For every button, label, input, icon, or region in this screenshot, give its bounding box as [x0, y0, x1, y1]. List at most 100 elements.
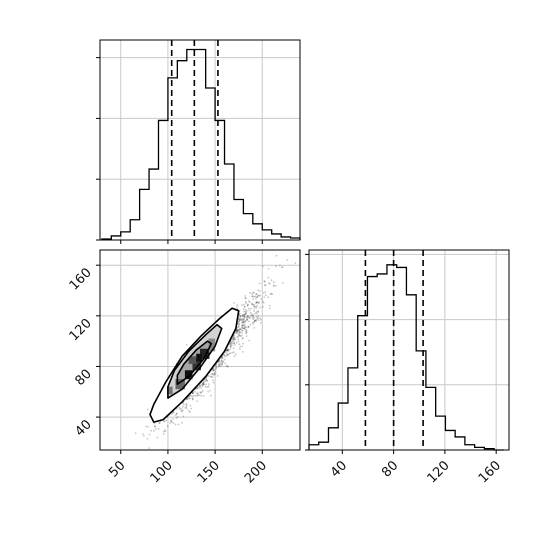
scatter-point: [240, 329, 243, 331]
scatter-point: [214, 373, 217, 375]
scatter-point: [238, 334, 241, 337]
scatter-point: [210, 376, 213, 378]
scatter-point: [260, 298, 263, 301]
scatter-point: [246, 305, 249, 307]
scatter-point: [257, 315, 260, 317]
scatter-point: [242, 325, 244, 327]
scatter-point: [244, 313, 246, 316]
scatter-point: [242, 320, 245, 322]
scatter-point: [225, 354, 228, 357]
scatter-point: [248, 316, 251, 319]
scatter-point: [252, 298, 255, 300]
scatter-point: [247, 307, 250, 310]
scatter-point: [244, 320, 247, 322]
scatter-point: [248, 320, 250, 323]
scatter-point: [191, 397, 194, 400]
scatter-point: [212, 374, 215, 376]
scatter-point: [217, 365, 220, 368]
density-contour-1: [149, 307, 240, 423]
scatter-point: [252, 305, 255, 308]
scatter-point: [243, 315, 246, 318]
scatter-point: [207, 385, 210, 388]
scatter-point: [202, 384, 205, 386]
scatter-point: [229, 342, 232, 345]
scatter-point: [185, 407, 188, 410]
scatter-point: [226, 352, 229, 355]
scatter-point: [215, 365, 218, 367]
scatter-point: [248, 317, 251, 320]
scatter-point: [237, 326, 240, 328]
scatter-point: [245, 328, 248, 331]
scatter-point: [192, 398, 194, 401]
scatter-point: [257, 301, 259, 304]
scatter-point: [257, 319, 260, 321]
scatter-point: [229, 343, 232, 345]
scatter-point: [204, 385, 207, 388]
scatter-point: [145, 425, 148, 428]
scatter-point: [255, 301, 257, 304]
scatter-point: [272, 281, 275, 284]
scatter-point: [142, 435, 145, 437]
scatter-point: [248, 325, 250, 328]
scatter-point: [242, 320, 245, 322]
scatter-point: [246, 304, 249, 306]
scatter-point: [255, 293, 258, 296]
scatter-point: [236, 326, 239, 329]
scatter-point: [241, 327, 244, 329]
scatter-point: [181, 406, 184, 408]
scatter-point: [196, 386, 199, 389]
scatter-point: [196, 392, 198, 395]
joint-distribution-panel: 50 100 150 200 40 80 120 160: [67, 249, 301, 486]
scatter-point: [215, 367, 218, 369]
scatter-point: [224, 355, 227, 358]
scatter-point: [269, 307, 271, 310]
scatter-point: [246, 310, 248, 312]
scatter-point: [180, 409, 183, 412]
scatter-point: [242, 324, 245, 327]
scatter-point: [181, 421, 183, 424]
scatter-point: [250, 313, 253, 316]
scatter-point: [162, 430, 165, 433]
scatter-point: [201, 383, 204, 385]
scatter-point: [226, 364, 229, 367]
scatter-point: [264, 291, 267, 293]
param-y-tick-label: 80: [379, 458, 401, 480]
scatter-point: [236, 304, 239, 307]
scatter-point: [244, 306, 246, 308]
scatter-point: [239, 335, 242, 338]
scatter-point: [231, 351, 234, 354]
scatter-point: [164, 430, 167, 433]
scatter-point: [263, 280, 266, 283]
scatter-point: [204, 378, 207, 380]
scatter-point: [237, 340, 240, 343]
scatter-point: [202, 381, 205, 383]
scatter-point: [261, 265, 264, 268]
scatter-point: [256, 301, 258, 304]
scatter-point: [211, 376, 214, 378]
scatter-point: [236, 336, 239, 338]
scatter-point: [257, 294, 260, 297]
scatter-point: [174, 414, 177, 416]
scatter-point: [238, 333, 240, 336]
scatter-point: [175, 412, 178, 415]
scatter-point: [221, 363, 223, 365]
scatter-point: [221, 362, 224, 365]
joint-x-tick-label: 150: [195, 458, 223, 486]
scatter-point: [259, 294, 262, 297]
scatter-point: [157, 428, 160, 430]
scatter-point: [211, 373, 214, 376]
density-cell: [184, 370, 193, 380]
scatter-point: [242, 323, 244, 326]
scatter-point: [233, 336, 236, 339]
scatter-point: [215, 368, 217, 371]
scatter-point: [252, 303, 254, 306]
scatter-point: [238, 319, 241, 321]
scatter-point: [249, 291, 251, 294]
scatter-point: [253, 295, 255, 298]
scatter-point: [267, 276, 270, 279]
scatter-point: [235, 341, 238, 344]
scatter-point: [204, 380, 207, 383]
scatter-point: [184, 407, 187, 409]
scatter-point: [238, 329, 241, 332]
scatter-point: [183, 403, 185, 406]
